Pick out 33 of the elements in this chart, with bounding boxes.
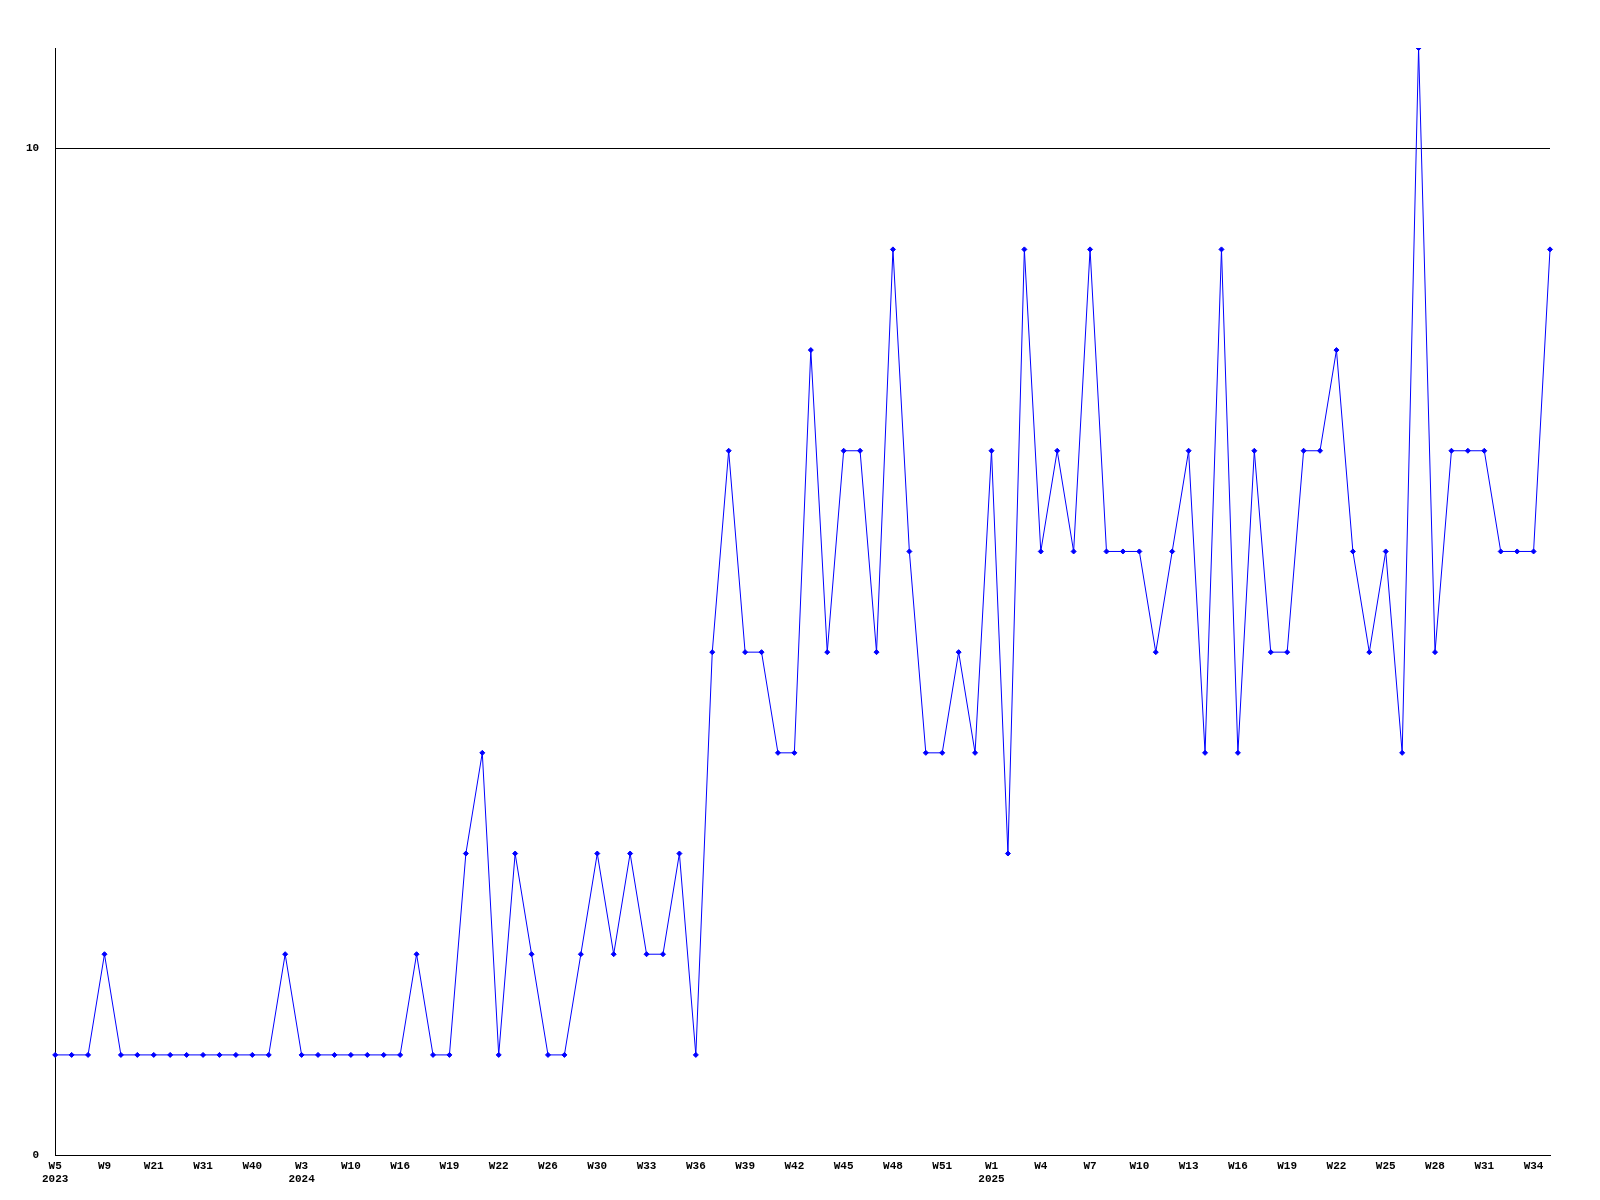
- x-tick-label: W28: [1425, 1159, 1446, 1172]
- x-tick-label: W22: [488, 1159, 509, 1172]
- x-tick-label: W33: [636, 1159, 657, 1172]
- x-tick-label: W10: [1129, 1159, 1150, 1172]
- x-tick-label: W25: [1375, 1159, 1397, 1172]
- x-tick-label: W45: [833, 1159, 854, 1172]
- x-tick-label: W7: [1083, 1159, 1097, 1172]
- x-tick-label: W31: [193, 1159, 214, 1172]
- x-tick-label: W22: [1326, 1159, 1347, 1172]
- x-tick-label: W19: [1277, 1159, 1298, 1172]
- x-tick-label: W36: [685, 1159, 706, 1172]
- x-tick-label: W1 2025: [978, 1159, 1006, 1186]
- x-tick-label: W39: [735, 1159, 756, 1172]
- x-tick-label: W16: [390, 1159, 411, 1172]
- x-tick-label: W10: [340, 1159, 361, 1172]
- x-tick-label: W19: [439, 1159, 460, 1172]
- x-tick-label: W9: [97, 1159, 112, 1172]
- x-tick-label: W51: [932, 1159, 953, 1172]
- y-tick-label: 10: [26, 142, 40, 155]
- x-tick-label: W30: [587, 1159, 608, 1172]
- x-tick-label: W42: [784, 1159, 805, 1172]
- x-tick-label: W31: [1474, 1159, 1495, 1172]
- x-tick-label: W16: [1227, 1159, 1248, 1172]
- x-tick-label: W40: [242, 1159, 263, 1172]
- x-tick-label: W4: [1034, 1159, 1048, 1172]
- x-tick-label: W21: [143, 1159, 165, 1172]
- x-tick-label: W3 2024: [288, 1159, 316, 1186]
- x-tick-label: W34: [1523, 1159, 1544, 1172]
- x-tick-label: W5 2023: [42, 1159, 69, 1186]
- x-tick-label: W13: [1178, 1159, 1199, 1172]
- x-tick-label: W26: [538, 1159, 558, 1172]
- y-tick-label: 0: [32, 1149, 40, 1162]
- x-tick-label: W48: [883, 1159, 904, 1172]
